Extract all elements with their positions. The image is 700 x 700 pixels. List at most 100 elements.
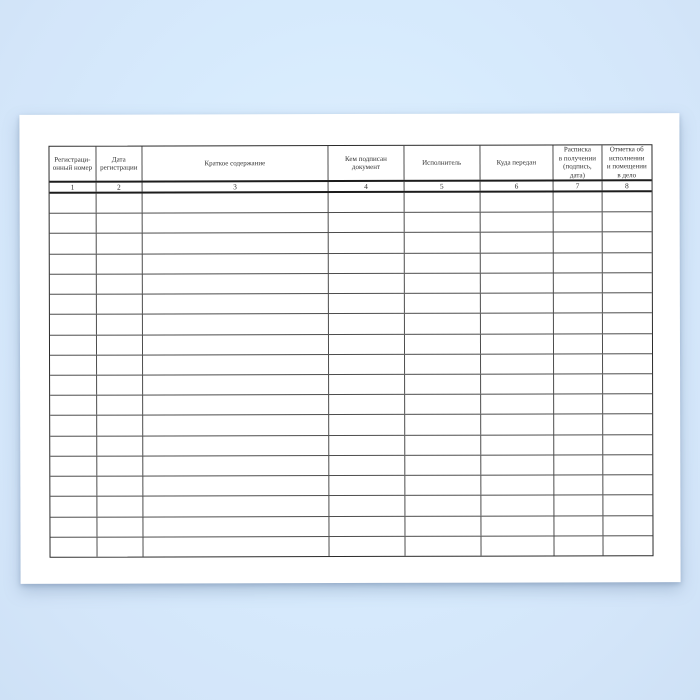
empty-cell [49, 234, 97, 254]
empty-cell [49, 294, 97, 315]
table-row [49, 333, 653, 356]
empty-cell [142, 314, 330, 335]
empty-cell [142, 334, 330, 355]
empty-cell [50, 375, 97, 395]
empty-cell [480, 515, 555, 536]
table-row [49, 252, 652, 275]
empty-cell [96, 314, 143, 335]
column-number: 8 [624, 181, 629, 191]
empty-cell [328, 314, 405, 334]
empty-cell [603, 536, 652, 555]
empty-cell [329, 395, 405, 415]
empty-cell [142, 354, 330, 375]
empty-cell [142, 233, 329, 254]
empty-cell [554, 495, 603, 515]
empty-cell [142, 455, 330, 476]
empty-cell [603, 495, 652, 514]
column-header-registration-date: Дата регистрации [96, 146, 143, 181]
column-number: 1 [49, 182, 97, 192]
empty-cell [329, 536, 406, 556]
empty-cell [554, 313, 603, 333]
column-header-execution-mark: Отметка об исполнении и помещении в дело [606, 145, 647, 179]
empty-cell [554, 333, 603, 354]
empty-cell [96, 213, 143, 234]
empty-cell [553, 192, 603, 212]
empty-cell [553, 212, 603, 232]
empty-cell [603, 435, 652, 454]
empty-cell [480, 232, 554, 253]
empty-cell [329, 334, 405, 354]
empty-cell [328, 273, 405, 294]
empty-cell [49, 193, 97, 214]
empty-cell [480, 354, 555, 374]
empty-cell [49, 314, 97, 335]
empty-cell [480, 435, 555, 455]
empty-cell [480, 374, 555, 394]
table-row [50, 394, 653, 417]
empty-cell [328, 293, 405, 314]
empty-cell [554, 536, 604, 556]
empty-cell [602, 192, 651, 211]
empty-cell [404, 354, 481, 374]
empty-cell [50, 395, 98, 416]
empty-cell [603, 455, 652, 474]
empty-cell [603, 475, 652, 494]
empty-cell [96, 274, 143, 294]
empty-cell [329, 415, 406, 435]
table-row [50, 495, 653, 518]
empty-cell [554, 394, 603, 414]
empty-cell [480, 212, 554, 233]
empty-cell [329, 496, 406, 516]
table-row [50, 353, 653, 376]
empty-cell [50, 537, 98, 557]
empty-cell [405, 475, 481, 496]
empty-cell [404, 394, 481, 415]
empty-cell [603, 354, 652, 373]
empty-cell [142, 375, 330, 395]
empty-cell [602, 293, 651, 312]
empty-cell [49, 213, 97, 234]
empty-cell [329, 354, 405, 375]
table-header-row: Регистраци- онный номер Дата регистрации… [49, 145, 652, 183]
empty-cell [603, 334, 652, 353]
empty-cell [96, 193, 143, 213]
registration-journal-table: Регистраци- онный номер Дата регистрации… [48, 144, 654, 558]
empty-cell [603, 516, 652, 535]
empty-cell [404, 212, 481, 233]
empty-cell [480, 394, 555, 415]
empty-cell [480, 536, 555, 556]
empty-cell [405, 435, 481, 455]
empty-cell [96, 233, 143, 254]
column-header-signed-by: Кем подписан документ [328, 145, 405, 181]
table-row [50, 414, 653, 437]
empty-cell [480, 455, 555, 475]
column-header-registration-number: Регистраци- онный номер [49, 146, 97, 181]
empty-cell [97, 415, 143, 436]
empty-cell [554, 515, 604, 536]
empty-cell [554, 434, 603, 455]
empty-cell [405, 536, 482, 556]
empty-cell [97, 436, 143, 456]
empty-cell [603, 374, 652, 393]
column-header-executor: Исполнитель [404, 145, 481, 180]
column-number: 6 [480, 181, 554, 191]
empty-cell [329, 516, 406, 536]
empty-cell [480, 313, 555, 334]
empty-cell [97, 517, 144, 537]
empty-cell [50, 476, 98, 497]
column-number: 5 [404, 181, 481, 191]
empty-cell [480, 192, 554, 212]
empty-cell [404, 253, 481, 273]
table-row [49, 313, 652, 336]
table-row [49, 293, 652, 316]
empty-cell [554, 374, 603, 394]
empty-cell [404, 334, 481, 354]
empty-cell [142, 435, 330, 456]
empty-cell [329, 374, 405, 395]
empty-cell [554, 455, 603, 475]
empty-cell [602, 253, 651, 272]
empty-cell [480, 414, 555, 435]
empty-cell [554, 273, 603, 293]
column-number: 4 [328, 181, 405, 192]
empty-cell [602, 212, 651, 231]
